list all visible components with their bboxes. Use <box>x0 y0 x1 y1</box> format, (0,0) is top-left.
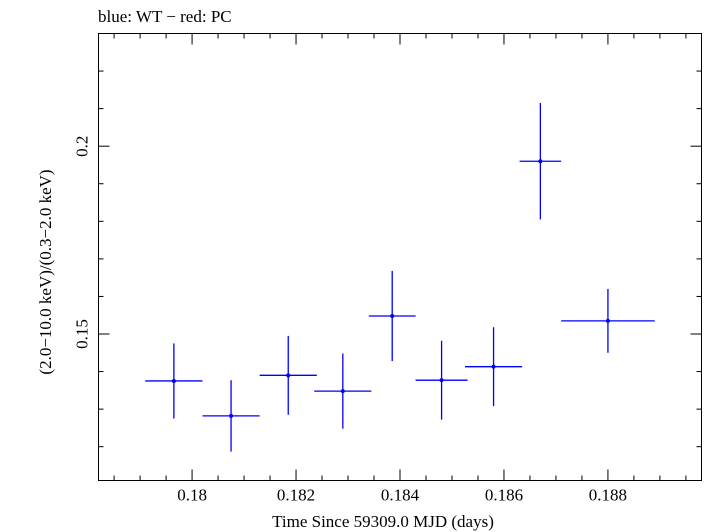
data-series <box>145 102 655 452</box>
data-point <box>314 353 372 429</box>
chart-title: blue: WT − red: PC <box>98 7 232 26</box>
x-tick-label: 0.186 <box>485 486 523 505</box>
data-marker <box>491 364 496 369</box>
data-marker <box>229 413 234 418</box>
x-tick-label: 0.184 <box>381 486 420 505</box>
data-marker <box>286 373 291 378</box>
data-point <box>145 343 203 419</box>
x-axis-label: Time Since 59309.0 MJD (days) <box>272 512 494 531</box>
plot-frame <box>98 33 702 481</box>
y-tick-label: 0.2 <box>73 136 92 157</box>
data-point <box>415 340 468 420</box>
x-tick-label: 0.182 <box>277 486 315 505</box>
data-marker <box>390 313 395 318</box>
data-marker <box>171 378 176 383</box>
x-tick-label: 0.188 <box>589 486 627 505</box>
x-axis: 0.18 0.182 0.184 0.186 0.188 <box>113 33 687 505</box>
data-point <box>368 270 416 362</box>
y-tick-label: 0.15 <box>73 319 92 349</box>
data-point <box>259 335 317 415</box>
y-axis: 0.15 0.2 <box>73 33 702 448</box>
data-marker <box>340 389 345 394</box>
x-tick-label: 0.18 <box>177 486 207 505</box>
data-point <box>561 288 655 353</box>
y-axis-label: (2.0−10.0 keV)/(0.3−2.0 keV) <box>36 169 55 374</box>
data-marker <box>538 159 543 164</box>
data-marker <box>605 318 610 323</box>
data-marker <box>439 378 444 383</box>
data-point <box>202 380 260 452</box>
data-point <box>519 102 562 220</box>
data-point <box>464 327 523 407</box>
